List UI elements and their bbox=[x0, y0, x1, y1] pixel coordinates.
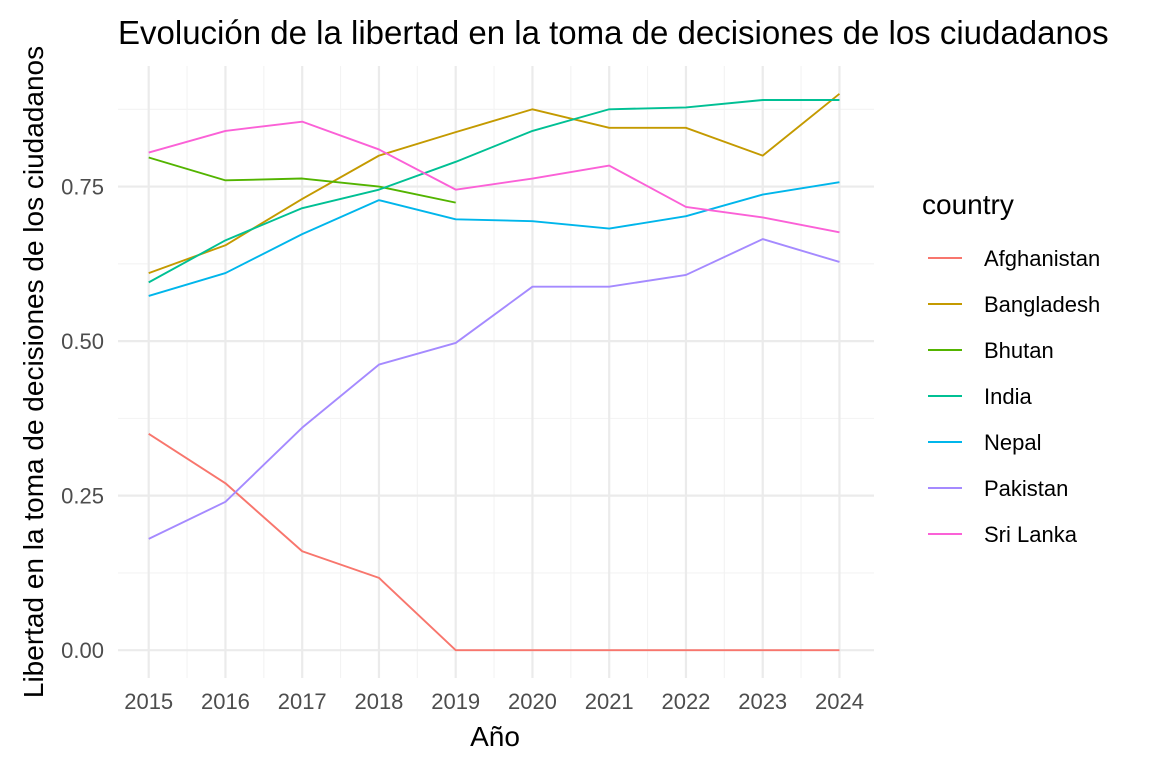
x-tick-label: 2018 bbox=[354, 689, 403, 714]
legend-label: India bbox=[984, 384, 1032, 409]
x-axis-title: Año bbox=[470, 721, 520, 752]
series-line-nepal bbox=[148, 181, 840, 297]
x-tick-label: 2017 bbox=[278, 689, 327, 714]
legend: country Afghanistan Bangladesh Bhutan India… bbox=[922, 189, 1100, 547]
x-tick-label: 2021 bbox=[585, 689, 634, 714]
legend-label: Pakistan bbox=[984, 476, 1068, 501]
legend-items: Afghanistan Bangladesh Bhutan India Nepal Pak… bbox=[928, 246, 1100, 547]
y-tick-labels: 0.00 0.25 0.50 0.75 bbox=[61, 175, 104, 664]
legend-title: country bbox=[922, 189, 1014, 220]
series-line-afghanistan bbox=[148, 433, 840, 652]
legend-label: Bhutan bbox=[984, 338, 1054, 363]
y-tick-label: 0.50 bbox=[61, 329, 104, 354]
series-line-india bbox=[148, 99, 840, 284]
y-tick-label: 0.00 bbox=[61, 638, 104, 663]
legend-item: Bangladesh bbox=[928, 292, 1100, 317]
legend-label: Bangladesh bbox=[984, 292, 1100, 317]
legend-item: Pakistan bbox=[928, 476, 1068, 501]
y-tick-label: 0.25 bbox=[61, 484, 104, 509]
x-tick-label: 2023 bbox=[738, 689, 787, 714]
y-axis-title: Libertad en la toma de decisiones de los… bbox=[18, 46, 49, 698]
series-line-bangladesh bbox=[148, 93, 841, 274]
series-line-sri-lanka bbox=[148, 120, 840, 234]
x-tick-label: 2020 bbox=[508, 689, 557, 714]
legend-label: Nepal bbox=[984, 430, 1041, 455]
series-line-bhutan bbox=[148, 156, 456, 204]
x-tick-label: 2016 bbox=[201, 689, 250, 714]
x-tick-label: 2022 bbox=[661, 689, 710, 714]
y-tick-label: 0.75 bbox=[61, 175, 104, 200]
x-tick-labels: 2015 2016 2017 2018 2019 2020 2021 2022 2023 2024 bbox=[124, 689, 864, 714]
legend-item: India bbox=[928, 384, 1032, 409]
legend-label: Sri Lanka bbox=[984, 522, 1078, 547]
x-tick-label: 2015 bbox=[124, 689, 173, 714]
chart-title: Evolución de la libertad en la toma de d… bbox=[118, 14, 1109, 51]
legend-item: Bhutan bbox=[928, 338, 1054, 363]
legend-item: Afghanistan bbox=[928, 246, 1100, 271]
series-lines bbox=[148, 93, 841, 652]
grid bbox=[118, 66, 874, 678]
legend-item: Nepal bbox=[928, 430, 1041, 455]
legend-label: Afghanistan bbox=[984, 246, 1100, 271]
legend-item: Sri Lanka bbox=[928, 522, 1078, 547]
x-tick-label: 2019 bbox=[431, 689, 480, 714]
x-tick-label: 2024 bbox=[815, 689, 864, 714]
series-line-pakistan bbox=[148, 238, 840, 540]
